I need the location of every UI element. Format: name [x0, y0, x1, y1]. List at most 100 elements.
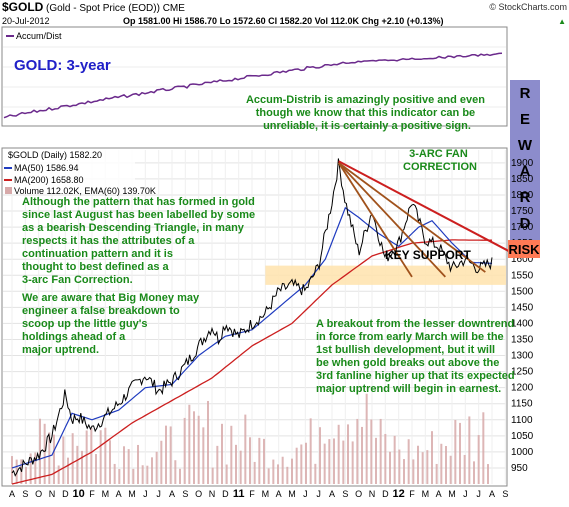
- breakout-line: major uptrend will begin in earnest.: [316, 383, 501, 395]
- x-tick-label: M: [288, 489, 296, 499]
- breakout-line: 3rd fanline higher up that its expected: [316, 370, 515, 382]
- x-tick-label: M: [128, 489, 136, 499]
- volume-bar: [323, 443, 326, 484]
- volume-bar: [487, 464, 489, 484]
- pattern-annotation-line: continuation pattern and it is: [22, 248, 173, 260]
- volume-bar: [188, 404, 191, 484]
- volume-bar: [109, 440, 111, 484]
- volume-bar: [459, 422, 461, 484]
- volume-bar: [407, 439, 410, 484]
- x-tick-label: M: [448, 489, 456, 499]
- reward-letter: R: [520, 189, 531, 206]
- volume-bar: [123, 446, 125, 484]
- volume-bar: [221, 423, 223, 484]
- accum-annotation-line: Accum-Distrib is amazingly positive and …: [246, 94, 485, 106]
- chart-description: (Gold - Spot Price (EOD)) CME: [46, 3, 185, 14]
- volume-bar: [365, 393, 368, 484]
- pattern-annotation: Although the pattern that has formed in …: [22, 196, 258, 286]
- volume-bar: [169, 426, 172, 484]
- pattern-annotation-line: 3-arc Fan Correction.: [22, 274, 133, 286]
- y-tick-label: 1900: [511, 158, 534, 169]
- volume-bar: [216, 445, 219, 484]
- volume-bar: [137, 444, 139, 484]
- volume-bar: [445, 446, 447, 484]
- volume-bar: [393, 435, 396, 484]
- volume-bar: [29, 453, 32, 484]
- reward-letter: W: [518, 137, 533, 154]
- volume-bar: [202, 427, 205, 484]
- y-tick-label: 1750: [511, 206, 534, 217]
- x-tick-label: O: [35, 489, 42, 499]
- volume-bar: [384, 433, 387, 484]
- breakout-line: be when gold breaks out above the: [316, 357, 499, 369]
- accum-gridlines: [3, 46, 506, 108]
- volume-bar: [253, 461, 256, 484]
- x-tick-label: D: [382, 489, 389, 499]
- x-tick-label: F: [249, 489, 255, 499]
- volume-bar: [454, 419, 457, 484]
- volume-bar: [295, 447, 298, 484]
- risk-block: [508, 240, 540, 258]
- y-tick-label: 1300: [511, 351, 534, 362]
- volume-bar: [375, 437, 377, 484]
- volume-bar: [95, 454, 97, 484]
- legend-background: [3, 149, 135, 194]
- change-arrow-icon: ▲: [558, 17, 566, 26]
- volume-bar: [473, 461, 475, 484]
- accum-annotation: Accum-Distrib is amazingly positive and …: [246, 94, 488, 132]
- x-tick-label: N: [369, 489, 376, 499]
- x-tick-label: S: [182, 489, 188, 499]
- volume-bar: [281, 456, 284, 484]
- reward-letters: R E W A R D: [518, 85, 533, 232]
- y-tick-label: 1150: [511, 399, 533, 410]
- chart-date: 20-Jul-2012: [2, 16, 50, 26]
- volume-bar: [412, 459, 415, 484]
- legend-ma50: MA(50) 1586.94: [14, 163, 79, 173]
- x-tick-label: J: [316, 489, 321, 499]
- volume-bar: [309, 418, 312, 484]
- volume-bar: [286, 466, 289, 484]
- chart-title: GOLD: 3-year: [14, 57, 111, 74]
- reward-letter: A: [520, 163, 531, 180]
- fan-lines: [337, 162, 486, 278]
- big-money-line: holdings ahead of a: [22, 331, 126, 343]
- price-legend: $GOLD (Daily) 1582.20 MA(50) 1586.94 MA(…: [3, 149, 156, 196]
- volume-bar: [347, 424, 349, 484]
- fan-title-line: CORRECTION: [403, 161, 477, 173]
- x-tick-label: S: [22, 489, 28, 499]
- x-tick-label: F: [89, 489, 95, 499]
- volume-bar: [305, 442, 307, 484]
- x-tick-label: S: [342, 489, 348, 499]
- legend-main: $GOLD (Daily) 1582.20: [8, 150, 102, 160]
- watermark: © StockCharts.com: [489, 2, 567, 12]
- x-tick-label: J: [303, 489, 308, 499]
- x-tick-label: M: [262, 489, 270, 499]
- ma200-line: [11, 239, 492, 485]
- fan-title-line: 3-ARC FAN: [409, 148, 468, 160]
- breakout-line: in force from early March will be the: [316, 331, 504, 343]
- fan-line: [337, 162, 413, 278]
- volume-bar: [328, 439, 331, 484]
- y-tick-label: 1050: [511, 431, 534, 442]
- reward-block: [510, 80, 540, 240]
- volume-bar: [197, 415, 200, 484]
- volume-bar: [263, 438, 265, 484]
- volume-bar: [319, 427, 321, 484]
- legend-volume-swatch: [5, 187, 12, 194]
- big-money-annotation: We are aware that Big Money may engineer…: [22, 292, 202, 356]
- breakout-annotation: A breakout from the lesser downtrend in …: [316, 318, 518, 395]
- volume-bar: [71, 433, 74, 484]
- x-tick-label: A: [116, 489, 122, 499]
- x-tick-label: 11: [233, 488, 245, 500]
- x-tick-label: D: [222, 489, 229, 499]
- x-tick-label: M: [422, 489, 430, 499]
- volume-bar: [356, 418, 359, 484]
- volume-bar: [239, 450, 242, 484]
- accum-annotation-line: though we know that this indicator can b…: [256, 107, 475, 119]
- volume-bar: [39, 418, 41, 484]
- volume-bar: [211, 467, 214, 484]
- volume-bar: [207, 400, 209, 484]
- volume-bar: [225, 464, 228, 484]
- volume-bar: [15, 459, 18, 484]
- big-money-line: engineer a false breakdown to: [22, 305, 180, 317]
